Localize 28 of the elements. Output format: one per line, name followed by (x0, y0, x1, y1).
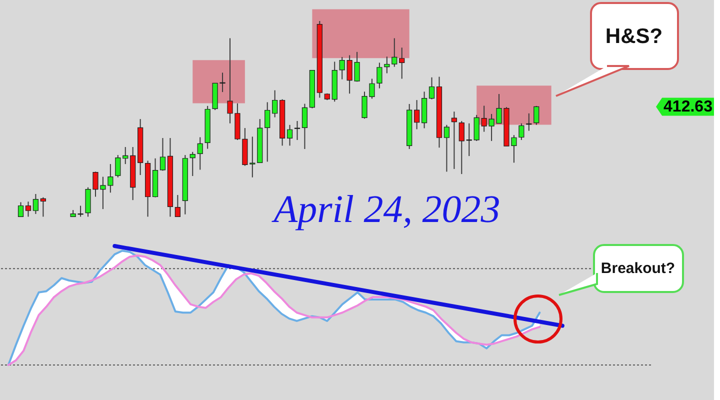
candlestick (40, 196, 46, 218)
candlestick (451, 111, 457, 170)
candlestick (384, 56, 390, 74)
candlestick (160, 138, 166, 172)
candlestick (32, 194, 39, 214)
annotation: Breakout? (600, 260, 676, 277)
candlestick (534, 105, 540, 126)
candlestick (264, 102, 270, 162)
candlestick (518, 122, 524, 140)
annotation: April 24, 2023 (270, 188, 500, 231)
candlestick (115, 154, 121, 178)
candlestick (25, 201, 32, 218)
text: 412.63 (664, 98, 713, 116)
candlestick (286, 124, 293, 146)
annotation: H&S? (605, 25, 663, 48)
candlestick (376, 62, 382, 89)
candlestick (428, 76, 435, 100)
candlestick (458, 120, 464, 175)
candlestick (197, 136, 203, 170)
candlestick (122, 146, 128, 165)
candlestick (272, 90, 278, 118)
candlestick (444, 124, 450, 172)
candlestick (190, 151, 196, 176)
candlestick (294, 120, 300, 140)
candlestick (18, 202, 24, 218)
candlestick (414, 100, 420, 130)
candlestick (174, 194, 180, 218)
candlestick (302, 103, 308, 150)
